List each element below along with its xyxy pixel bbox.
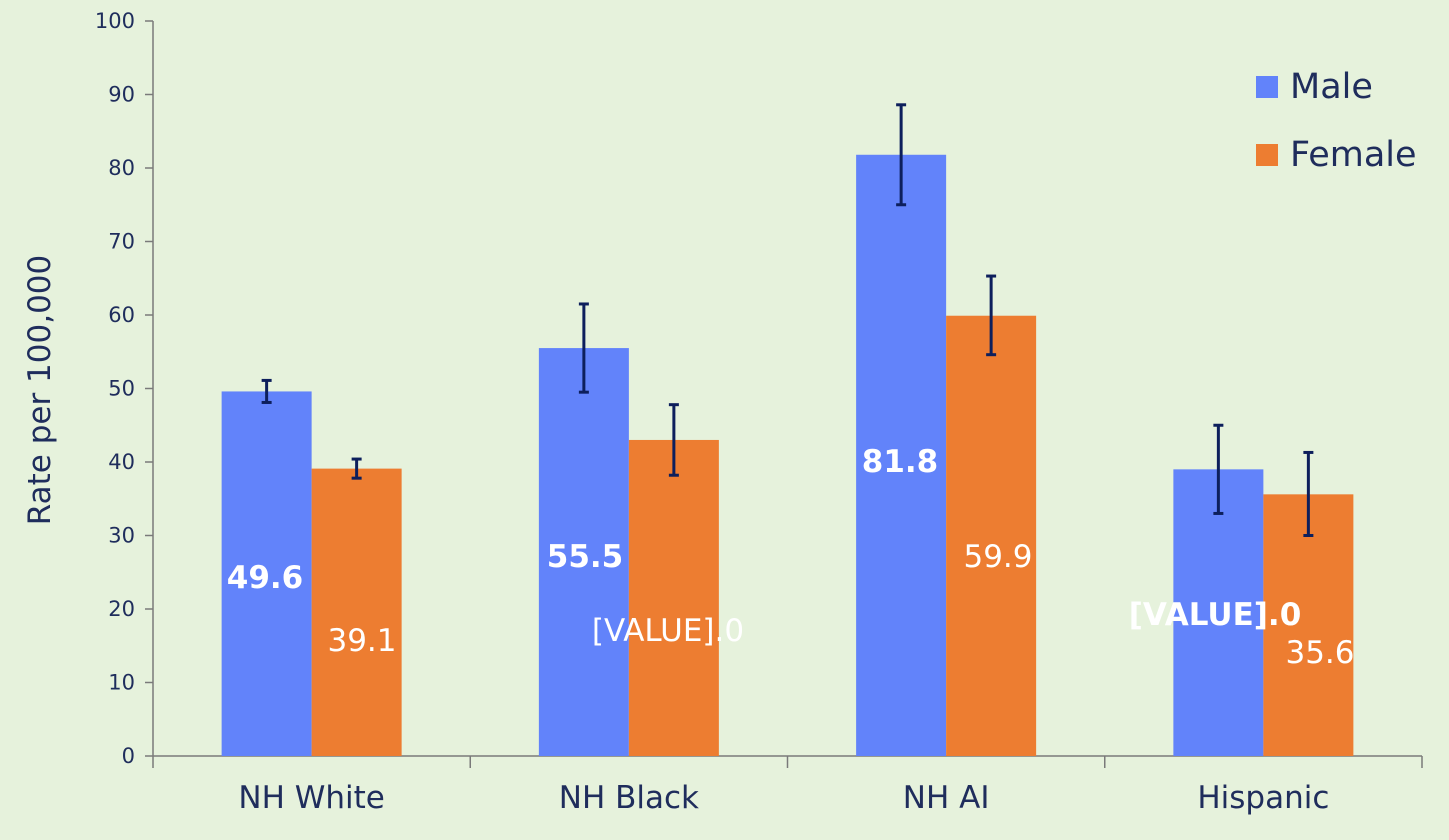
data-label: 59.9 [963,539,1032,575]
y-tick-label: 20 [108,597,135,621]
y-tick-label: 70 [108,230,135,254]
data-label: 81.8 [862,444,939,480]
legend-swatch-male [1256,76,1278,98]
x-tick-label: NH AI [903,780,990,816]
y-axis-title: Rate per 100,000 [22,255,58,525]
y-tick-label: 80 [108,156,135,180]
y-tick-label: 30 [108,524,135,548]
data-label: [VALUE].0 [592,613,744,649]
bar-male-nh-black [538,348,629,756]
data-label: 35.6 [1285,635,1354,671]
legend-swatch-female [1256,144,1278,166]
x-tick-label: NH White [238,780,385,816]
data-label: 55.5 [547,539,624,575]
bar-female-nh-black [628,439,719,756]
y-tick-label: 60 [108,303,135,327]
x-tick-label: Hispanic [1197,780,1329,816]
bar-male-nh-ai [856,154,947,756]
x-tick-label: NH Black [559,780,699,816]
legend-label-male: Male [1290,67,1373,107]
legend: Male Female [1256,67,1417,175]
error-bars [261,103,1314,537]
bar-female-nh-ai [946,315,1037,756]
y-tick-label: 100 [95,9,135,33]
data-label: 49.6 [227,560,304,596]
bar-male-hispanic [1173,469,1264,756]
y-tick-label: 40 [108,450,135,474]
data-label: 39.1 [327,623,396,659]
data-labels: 49.6 55.5 81.8 [VALUE].0 39.1 [VALUE].0 59.9 35… [227,444,1355,671]
y-tick-label: 90 [108,83,135,107]
data-label: [VALUE].0 [1129,597,1302,633]
legend-label-female: Female [1290,135,1417,175]
axes: 0 10 20 30 40 50 60 70 80 90 100 NH White NH Black NH… [95,9,1423,816]
bar-female-hispanic [1263,494,1354,756]
y-tick-label: 10 [108,671,135,695]
bar-female-nh-white [311,468,402,756]
y-tick-label: 50 [108,377,135,401]
bars [221,154,1354,756]
bar-male-nh-white [221,391,312,756]
y-tick-label: 0 [122,744,135,768]
